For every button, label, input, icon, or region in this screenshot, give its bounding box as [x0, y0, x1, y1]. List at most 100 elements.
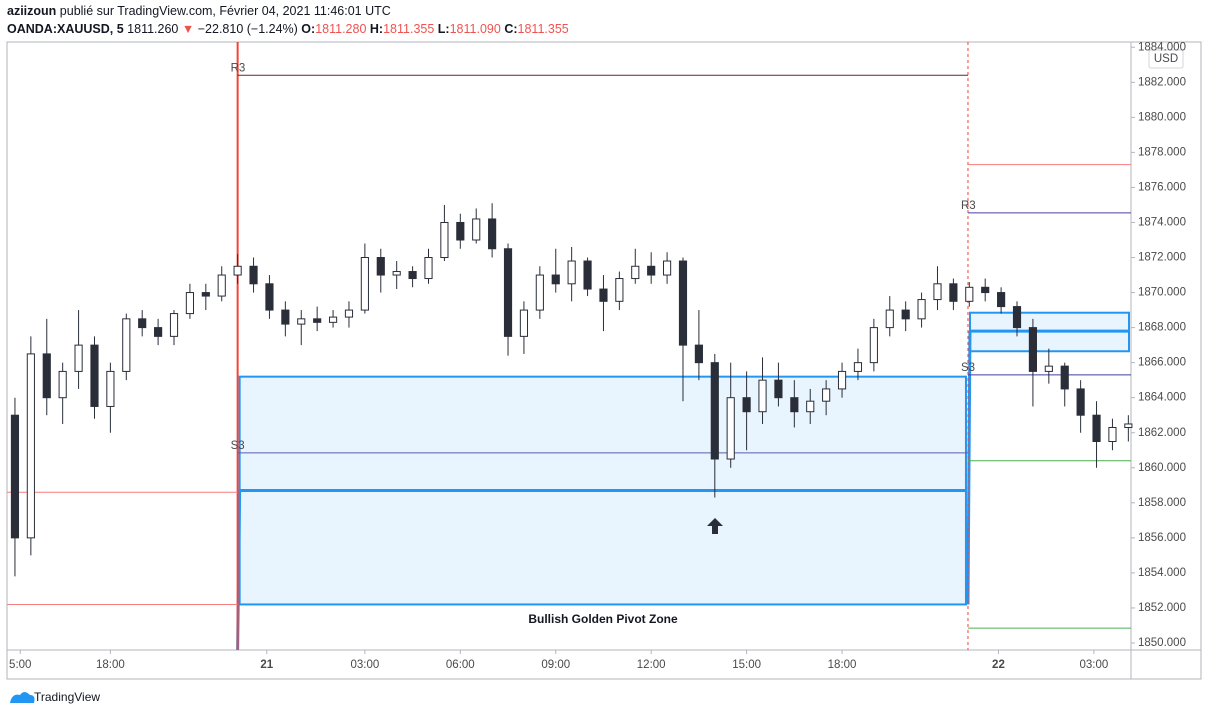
- candle-body: [678, 260, 688, 346]
- x-tick-label: 09:00: [541, 659, 570, 671]
- header-line-2: OANDA:XAUUSD, 5 1811.260 ▼ −22.810 (−1.2…: [7, 22, 569, 36]
- candle-body: [281, 309, 290, 325]
- x-tick-label: 18:00: [96, 659, 125, 671]
- candle-body: [1108, 426, 1117, 442]
- candle-body: [615, 278, 624, 302]
- footer-brand: TradingView: [34, 690, 100, 704]
- header-line-1: aziizoun publié sur TradingView.com, Fév…: [7, 4, 391, 18]
- candle-body: [981, 286, 990, 294]
- candle-body: [360, 257, 369, 311]
- candle-body: [726, 397, 735, 460]
- y-tick-label: 1862.000: [1138, 427, 1186, 439]
- y-tick-label: 1860.000: [1138, 462, 1186, 474]
- candle-body: [488, 218, 497, 250]
- candle-body: [42, 353, 51, 399]
- candle-body: [1060, 365, 1069, 390]
- candle-body: [1124, 423, 1133, 428]
- author: aziizoun: [7, 4, 56, 18]
- candle-body: [535, 274, 544, 311]
- candle-body: [599, 288, 608, 302]
- candle-body: [869, 327, 878, 364]
- candle-body: [853, 362, 863, 372]
- candle-body: [265, 283, 274, 311]
- y-tick-label: 1876.000: [1138, 181, 1186, 193]
- candle-body: [965, 286, 974, 302]
- candle-body: [440, 221, 449, 259]
- candle-body: [710, 362, 719, 460]
- candle-body: [26, 353, 35, 539]
- y-tick-label: 1870.000: [1138, 287, 1186, 299]
- candle-body: [901, 309, 910, 320]
- candle-body: [1092, 414, 1101, 442]
- candle-body: [185, 292, 194, 315]
- l-label: L:: [438, 22, 450, 36]
- candle-body: [249, 265, 258, 285]
- candle-body: [408, 271, 417, 280]
- candle-body: [344, 309, 354, 318]
- o: 1811.280: [315, 22, 366, 36]
- candle-body: [503, 248, 513, 337]
- y-tick-label: 1880.000: [1138, 111, 1186, 123]
- level-label: R3: [961, 200, 976, 212]
- published: publié sur TradingView.com, Février 04, …: [60, 4, 391, 18]
- y-tick-label: 1874.000: [1138, 217, 1186, 229]
- candle-body: [10, 414, 20, 539]
- candle-body: [313, 318, 322, 323]
- tv-logo: [10, 692, 35, 703]
- candle-body: [376, 257, 385, 276]
- x-tick-label: 21: [260, 659, 273, 671]
- x-tick-label: 5:00: [9, 659, 31, 671]
- candle-body: [74, 344, 83, 372]
- candle-body: [949, 283, 958, 302]
- candle-body: [997, 292, 1006, 308]
- candle-body: [822, 388, 831, 402]
- candle-body: [106, 370, 115, 407]
- candle-body: [217, 274, 226, 297]
- candle-body: [806, 400, 815, 413]
- candle-body: [1028, 327, 1037, 372]
- y-tick-label: 1884.000: [1138, 41, 1186, 53]
- candle-body: [472, 218, 481, 241]
- candle-body: [456, 221, 465, 241]
- candle-body: [1044, 365, 1053, 372]
- candle-body: [885, 309, 894, 329]
- candle-body: [758, 379, 767, 413]
- y-tick-label: 1864.000: [1138, 392, 1186, 404]
- candle-body: [663, 260, 672, 276]
- candle-body: [519, 309, 529, 337]
- candle-body: [837, 370, 847, 390]
- candle-body: [647, 265, 656, 276]
- h-label: H:: [370, 22, 383, 36]
- candle-body: [933, 283, 942, 301]
- candle-body: [790, 397, 799, 413]
- candle-body: [297, 318, 306, 325]
- y-tick-label: 1856.000: [1138, 532, 1186, 544]
- y-tick-label: 1878.000: [1138, 146, 1186, 158]
- candle-body: [631, 265, 640, 280]
- h: 1811.355: [383, 22, 434, 36]
- x-tick-label: 18:00: [828, 659, 857, 671]
- o-label: O:: [301, 22, 315, 36]
- x-tick-label: 03:00: [1079, 659, 1108, 671]
- level-label: R3: [231, 62, 246, 74]
- y-tick-label: 1868.000: [1138, 322, 1186, 334]
- x-tick-label: 15:00: [732, 659, 761, 671]
- candle-body: [154, 327, 163, 337]
- c-label: C:: [504, 22, 517, 36]
- candle-body: [424, 257, 433, 280]
- y-tick-label: 1854.000: [1138, 567, 1186, 579]
- annotation: Bullish Golden Pivot Zone: [528, 612, 678, 626]
- candle-body: [774, 379, 783, 399]
- plot: R3 S3 R3 S3 Bullish Golden Pivot Zone: [7, 42, 1133, 651]
- candle-body: [233, 265, 242, 276]
- candle-body: [917, 299, 926, 320]
- y-tick-label: 1882.000: [1138, 76, 1186, 88]
- x-tick-label: 06:00: [446, 659, 475, 671]
- currency-box: [1148, 49, 1184, 69]
- price: 1811.260: [127, 22, 178, 36]
- candle-body: [392, 271, 401, 276]
- currency: USD: [1154, 53, 1178, 65]
- candle-body: [551, 274, 560, 285]
- direction: ▼: [182, 22, 194, 36]
